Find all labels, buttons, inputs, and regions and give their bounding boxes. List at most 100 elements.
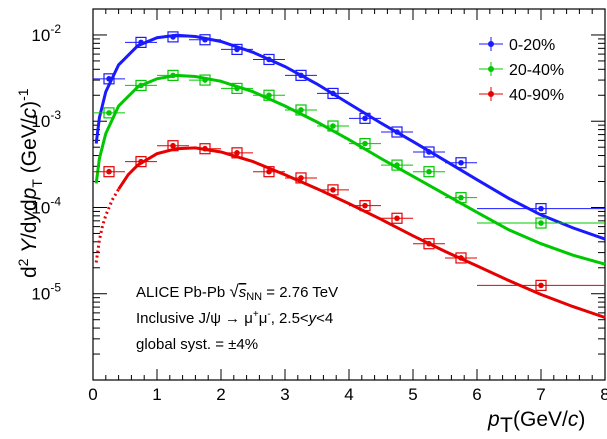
legend-label: 40-90% bbox=[509, 87, 564, 104]
annotation-line-3: global syst. = ±4% bbox=[136, 336, 258, 353]
y-axis-title-text: d2 Y/dydpT (GeV/c)-1 bbox=[15, 88, 45, 278]
x-axis-title: p T (GeV/c) bbox=[487, 408, 585, 437]
syst-box bbox=[103, 107, 115, 119]
syst-box bbox=[359, 112, 371, 124]
x-tick-label: 7 bbox=[536, 385, 545, 404]
syst-box bbox=[103, 73, 115, 85]
syst-box bbox=[135, 156, 147, 168]
data-point bbox=[362, 202, 368, 209]
x-tick-label: 1 bbox=[152, 385, 161, 404]
data-point bbox=[362, 140, 368, 147]
syst-box bbox=[391, 126, 403, 138]
data-point bbox=[170, 34, 176, 40]
data-point bbox=[170, 142, 176, 149]
syst-box bbox=[535, 217, 547, 229]
data-point bbox=[170, 72, 176, 79]
annotation-block: ALICE Pb-Pb √sNN = 2.76 TeV Inclusive J/… bbox=[136, 282, 338, 353]
syst-box bbox=[423, 146, 435, 158]
syst-box bbox=[327, 87, 339, 100]
y-tick-label: 10-5 bbox=[31, 281, 61, 304]
x-tick-label: 4 bbox=[344, 385, 353, 404]
syst-box bbox=[199, 74, 211, 86]
data-point bbox=[298, 72, 304, 79]
data-point bbox=[266, 168, 272, 175]
data-point bbox=[458, 255, 464, 261]
data-point bbox=[138, 39, 144, 46]
data-point bbox=[330, 187, 336, 193]
x-tick-label: 8 bbox=[600, 385, 607, 404]
syst-box bbox=[135, 36, 147, 49]
syst-box bbox=[103, 166, 115, 178]
data-point bbox=[538, 282, 544, 289]
data-point bbox=[266, 56, 272, 63]
syst-box bbox=[295, 172, 307, 184]
legend-marker bbox=[488, 41, 494, 47]
data-point bbox=[538, 205, 544, 212]
syst-box bbox=[359, 138, 371, 150]
syst-box bbox=[263, 166, 275, 178]
fit-curve-0 bbox=[94, 33, 606, 241]
syst-box bbox=[455, 157, 467, 169]
syst-box bbox=[423, 166, 435, 178]
data-point bbox=[202, 77, 208, 83]
syst-box bbox=[231, 147, 243, 159]
data-point bbox=[138, 158, 144, 165]
syst-box bbox=[391, 212, 403, 224]
y-tick-label: 10-2 bbox=[31, 22, 61, 45]
syst-box bbox=[263, 53, 275, 66]
syst-box bbox=[327, 184, 339, 196]
x-tick-label: 3 bbox=[280, 385, 289, 404]
data-point bbox=[458, 194, 464, 201]
data-point bbox=[298, 175, 304, 181]
syst-box bbox=[535, 203, 547, 215]
syst-box bbox=[167, 69, 179, 81]
syst-box bbox=[455, 252, 467, 264]
legend-label: 20-40% bbox=[509, 62, 564, 79]
data-point bbox=[138, 82, 144, 89]
annotation-line-2: Inclusive J/ψ → μ+μ-, 2.5<y<4 bbox=[136, 309, 333, 327]
data-point bbox=[394, 162, 400, 168]
data-point bbox=[202, 145, 208, 152]
syst-box bbox=[231, 82, 243, 95]
data-point bbox=[538, 220, 544, 226]
syst-box bbox=[455, 192, 467, 204]
syst-box bbox=[327, 120, 339, 132]
x-axis-title-sub: T bbox=[500, 414, 513, 437]
syst-box bbox=[231, 43, 243, 56]
syst-box bbox=[135, 79, 147, 92]
data-point bbox=[426, 149, 432, 155]
syst-box bbox=[295, 69, 307, 81]
syst-box bbox=[199, 143, 211, 155]
syst-box bbox=[295, 104, 307, 116]
syst-box bbox=[359, 200, 371, 212]
syst-box bbox=[199, 34, 211, 46]
syst-box bbox=[535, 279, 547, 291]
y-axis-title: d2 Y/dydpT (GeV/c)-1 bbox=[15, 88, 45, 278]
legend-marker bbox=[488, 66, 494, 72]
x-axis-title-unit: (GeV/c) bbox=[513, 408, 585, 431]
fit-curves bbox=[94, 33, 606, 319]
data-point bbox=[362, 115, 368, 122]
x-tick-label: 2 bbox=[216, 385, 225, 404]
data-point bbox=[330, 90, 336, 97]
syst-box bbox=[423, 238, 435, 250]
data-point bbox=[426, 168, 432, 175]
data-point bbox=[106, 76, 112, 82]
data-point bbox=[106, 168, 112, 175]
legend-label: 0-20% bbox=[509, 37, 555, 54]
data-point bbox=[458, 159, 464, 166]
legend: 0-20% 20-40% 40-90% bbox=[479, 37, 564, 104]
data-point bbox=[234, 85, 240, 92]
data-point bbox=[394, 129, 400, 135]
fit-curve-1 bbox=[94, 73, 606, 266]
x-tick-label: 5 bbox=[408, 385, 417, 404]
data-point bbox=[202, 36, 208, 43]
x-tick-label: 0 bbox=[88, 385, 97, 404]
x-axis-title-p: p bbox=[487, 408, 500, 431]
data-point bbox=[106, 110, 112, 116]
data-points bbox=[93, 31, 605, 291]
data-point bbox=[330, 123, 336, 129]
axis-ticks: 0 1 2 3 4 5 6 7 810-510-410-310-2 bbox=[31, 8, 607, 404]
data-point bbox=[234, 46, 240, 53]
